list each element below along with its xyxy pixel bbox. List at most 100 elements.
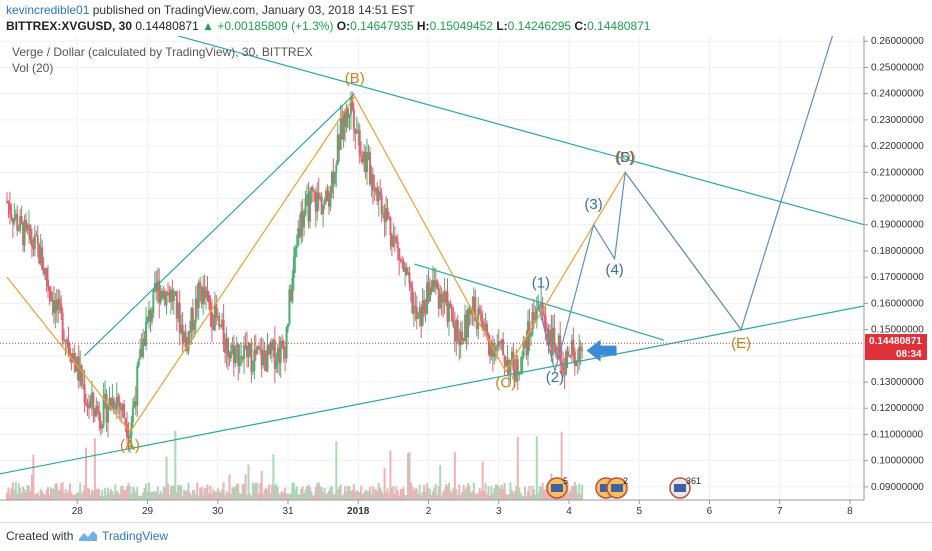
- candle-body: [518, 374, 521, 376]
- trendline[interactable]: [0, 305, 865, 475]
- candle-body: [19, 216, 22, 230]
- candle-body: [200, 287, 203, 304]
- volume-bar: [80, 494, 83, 500]
- candle-body: [127, 437, 130, 439]
- volume-bar: [13, 490, 16, 500]
- candle-body: [524, 340, 527, 343]
- trendline[interactable]: [83, 93, 356, 357]
- candle-body: [229, 351, 232, 359]
- wave-label-blue: (2): [546, 369, 564, 386]
- candle-body: [109, 397, 112, 408]
- volume-bar: [96, 488, 99, 500]
- price-axis[interactable]: 0.26000000 0.25000000 0.24000000 0.23000000…: [864, 36, 924, 493]
- y-tick-label: 0.11000000: [871, 429, 924, 440]
- volume-bar: [85, 447, 88, 500]
- volume-bar: [276, 486, 279, 500]
- volume-bar: [333, 493, 336, 500]
- volume-bar: [216, 488, 219, 500]
- volume-bar: [168, 494, 171, 500]
- candle-body: [131, 407, 134, 423]
- volume-bar: [404, 495, 407, 500]
- candle-body: [414, 305, 417, 308]
- volume-bar: [282, 492, 285, 500]
- candle-body: [23, 219, 26, 246]
- volume-bar: [194, 494, 197, 500]
- candle-body: [99, 420, 102, 429]
- volume-bar: [306, 485, 309, 500]
- price-chart[interactable]: (A) (B) (C) (D) (E) (1) (2) (3) (4) (5) Verge / D…: [0, 36, 932, 522]
- volume-bar: [153, 491, 156, 500]
- tradingview-logo-icon[interactable]: [78, 528, 98, 544]
- candle-body: [371, 174, 374, 191]
- candle-body: [357, 129, 360, 132]
- volume-bar: [121, 485, 124, 500]
- volume-bar: [527, 491, 529, 500]
- candle-body: [10, 213, 13, 219]
- volume-bar: [490, 486, 493, 500]
- candle-body: [308, 191, 311, 222]
- candle-body: [30, 239, 33, 247]
- candle-body: [275, 360, 278, 369]
- volume-bar: [325, 493, 328, 500]
- volume-bar: [102, 495, 105, 500]
- volume-bar: [524, 486, 527, 500]
- volume-bar: [361, 494, 364, 500]
- volume-bar: [575, 485, 578, 500]
- candle-body: [265, 356, 268, 372]
- candle-body: [8, 203, 11, 214]
- candle-body: [48, 286, 51, 291]
- volume-bar: [481, 461, 484, 500]
- candle-body: [55, 300, 58, 311]
- volume-bar: [101, 489, 104, 500]
- candle-body: [405, 267, 408, 275]
- y-tick-label: 0.23000000: [871, 115, 924, 126]
- trendline[interactable]: [7, 36, 865, 226]
- candle-body: [373, 190, 376, 192]
- candle-body: [428, 287, 431, 302]
- volume-bar: [396, 490, 399, 500]
- volume-bar: [164, 487, 167, 500]
- volume-bar: [248, 493, 251, 500]
- candle-body: [7, 201, 10, 204]
- volume-bar: [570, 485, 573, 500]
- blue-wave-path[interactable]: [536, 36, 833, 372]
- volume-bar: [581, 484, 584, 500]
- candle-body: [73, 353, 76, 360]
- candle-body: [361, 156, 364, 163]
- candle-body: [421, 300, 424, 326]
- volume-bar: [183, 489, 186, 500]
- author-link[interactable]: kevincredible01: [6, 3, 90, 17]
- time-axis[interactable]: 28 29 30 31 2018 2 3 4 5 6 7 8: [72, 500, 853, 517]
- open-value: 0.14647935: [350, 19, 414, 33]
- event-badges[interactable]: 532361: [546, 476, 701, 499]
- candle-body: [573, 351, 576, 367]
- candle-body: [32, 246, 35, 250]
- y-tick-label: 0.17000000: [871, 272, 924, 283]
- trendline[interactable]: [414, 263, 664, 341]
- volume-bar: [464, 489, 467, 500]
- volume-bar: [130, 493, 133, 500]
- ohlc-line: BITTREX:XVGUSD, 30 0.14480871 ▲ +0.00185…: [6, 19, 650, 33]
- candle-body: [231, 344, 234, 352]
- volume-bar: [436, 494, 439, 500]
- volume-bar: [207, 493, 210, 500]
- volume-bar: [240, 494, 243, 500]
- candle-body: [234, 347, 237, 364]
- candle-body: [366, 154, 369, 173]
- volume-bar: [297, 494, 300, 500]
- wave-label-orange: (A): [120, 437, 140, 454]
- volume-bar: [20, 492, 23, 500]
- candle-body: [92, 392, 95, 410]
- candle-body: [396, 241, 399, 249]
- candle-body: [316, 192, 319, 212]
- candle-body: [126, 424, 129, 438]
- candle-body: [379, 191, 382, 195]
- tradingview-link[interactable]: TradingView: [102, 529, 169, 543]
- volume-bar: [83, 484, 86, 500]
- candle-body: [259, 349, 262, 351]
- candle-body: [534, 317, 537, 321]
- candle-body: [292, 257, 295, 278]
- drawings[interactable]: (A) (B) (C) (D) (E) (1) (2) (3) (4) (5): [0, 36, 865, 475]
- x-tick-label: 4: [566, 506, 572, 517]
- candle-body: [76, 356, 79, 372]
